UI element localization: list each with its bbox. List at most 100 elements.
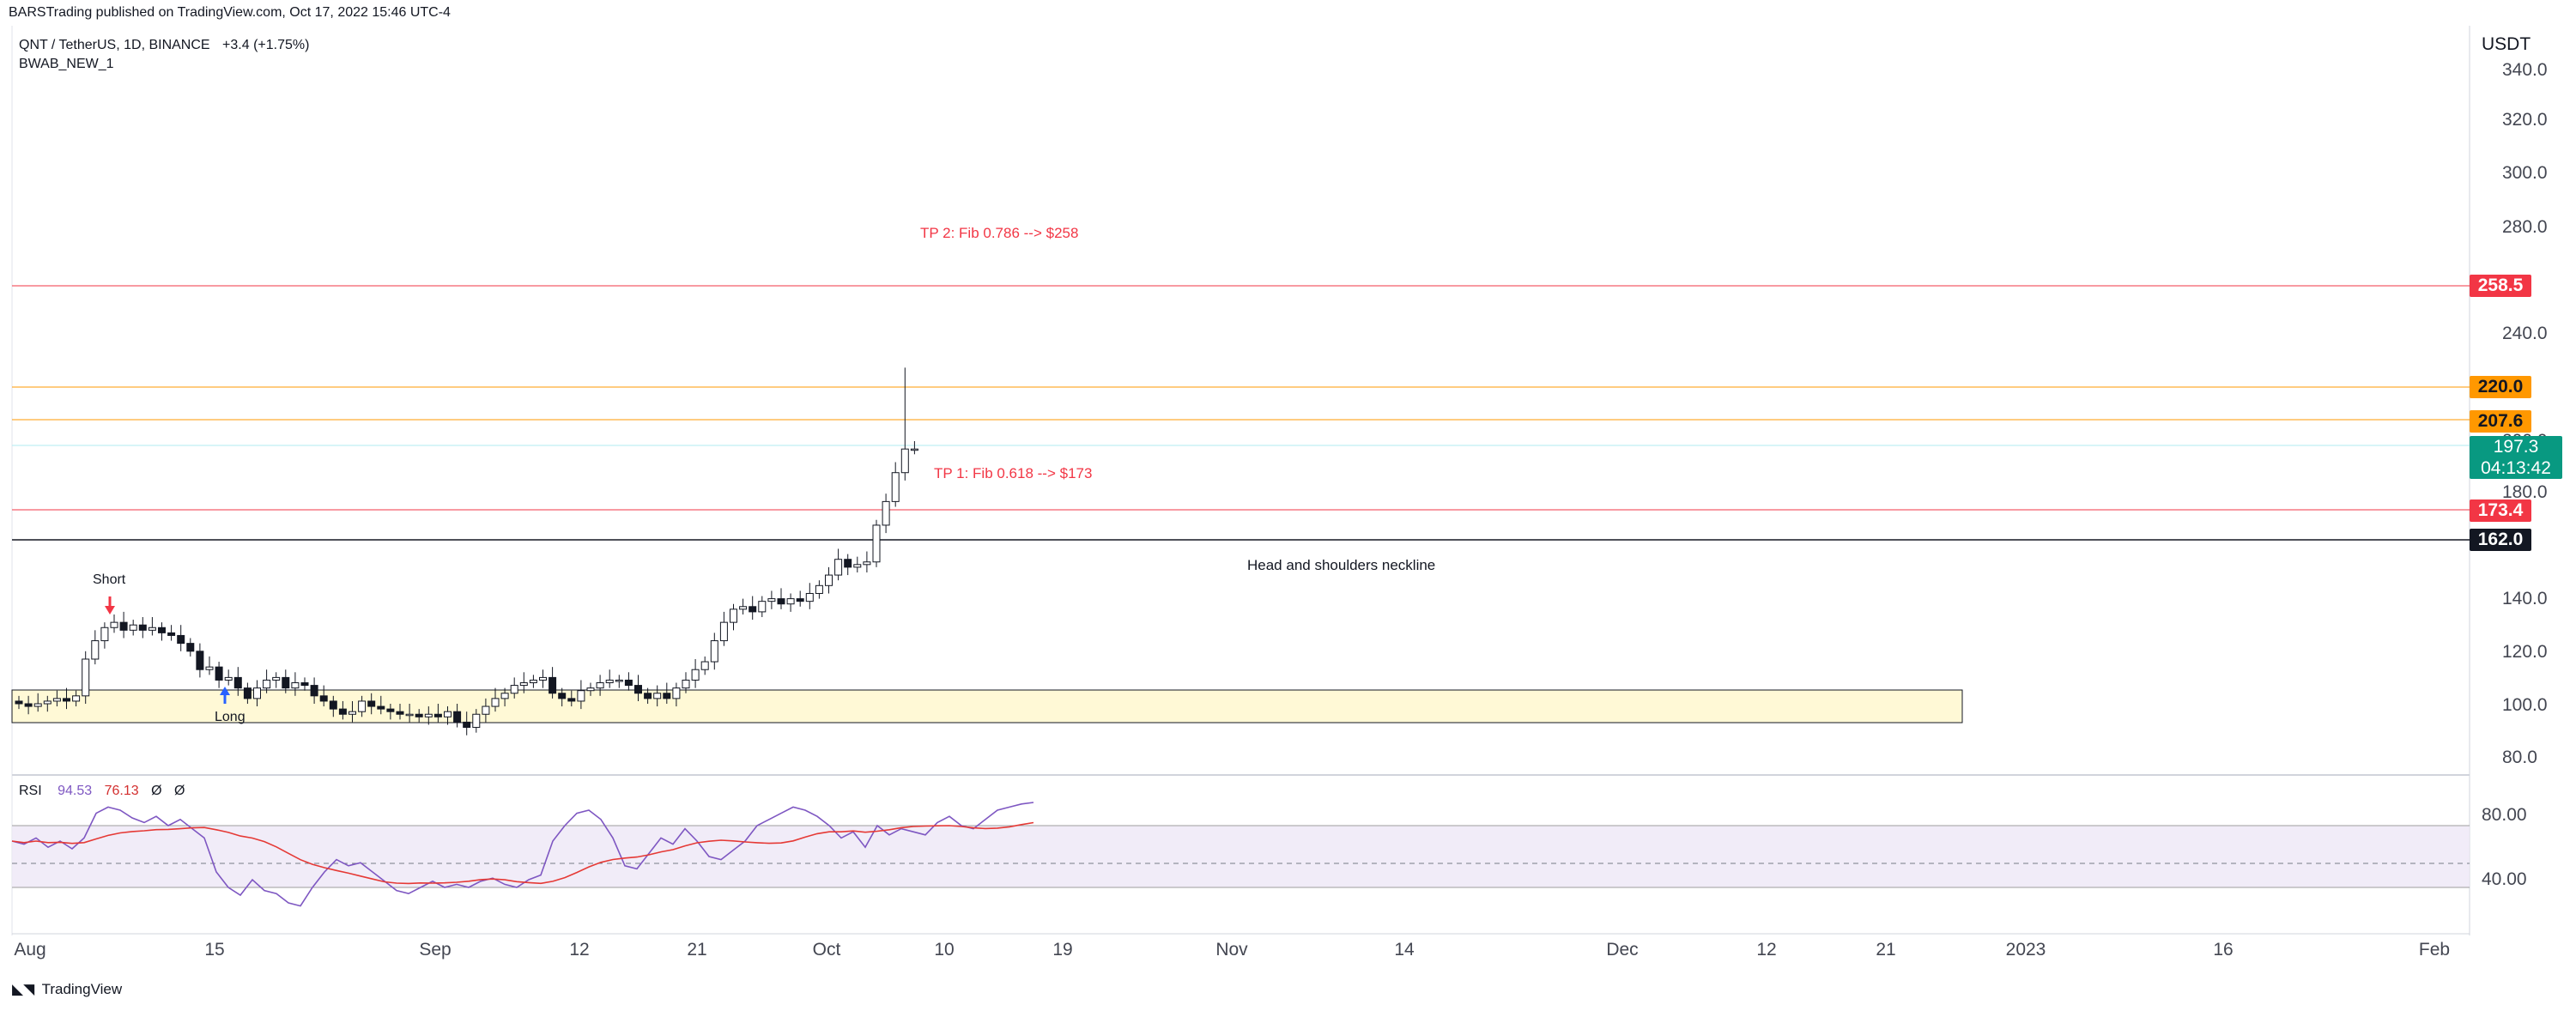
- candle-body: [82, 658, 90, 697]
- price-tick: 280.0: [2502, 217, 2548, 237]
- rsi-legend[interactable]: RSI 94.53 76.13 Ø Ø: [19, 784, 185, 799]
- candle-body: [291, 682, 300, 689]
- tradingview-logo-icon: ◣◥: [12, 981, 35, 997]
- publish-info: BARSTrading published on TradingView.com…: [9, 5, 451, 20]
- candlestick-series: [15, 367, 918, 736]
- candle-body: [263, 679, 271, 689]
- candle-body: [615, 679, 623, 682]
- candle-body: [63, 698, 70, 702]
- rsi-ma-value: 76.13: [104, 784, 139, 798]
- candle-body: [300, 682, 309, 687]
- candle-body: [186, 643, 195, 652]
- candle-body: [15, 700, 23, 705]
- candle-body: [367, 700, 376, 707]
- current-price: 197.3: [2493, 437, 2539, 457]
- rsi-extra-value: Ø: [174, 784, 185, 798]
- symbol-name[interactable]: QNT / TetherUS, 1D, BINANCE: [19, 38, 210, 52]
- candle-body: [196, 651, 204, 670]
- candle-body: [349, 711, 356, 715]
- tp1-annotation[interactable]: TP 1: Fib 0.618 --> $173: [934, 465, 1093, 481]
- time-tick: 14: [1394, 940, 1415, 960]
- candle-body: [691, 669, 700, 681]
- candle-body: [72, 695, 81, 702]
- symbol-info[interactable]: QNT / TetherUS, 1D, BINANCE +3.4 (+1.75%…: [19, 38, 309, 53]
- resistance-220-tag[interactable]: 220.0: [2470, 376, 2531, 398]
- candle-body: [834, 559, 843, 576]
- time-tick: 2023: [2005, 940, 2046, 960]
- candle-body: [158, 627, 166, 633]
- candle-body: [415, 713, 423, 717]
- candle-body: [586, 687, 595, 692]
- price-tick: 300.0: [2502, 163, 2548, 183]
- time-tick: Oct: [812, 940, 841, 960]
- candle-body: [424, 713, 433, 717]
- candle-body: [796, 598, 804, 602]
- candle-body: [825, 574, 833, 586]
- current-price-tag[interactable]: 197.3 04:13:42: [2470, 436, 2562, 479]
- indicator-name[interactable]: BWAB_NEW_1: [19, 57, 114, 71]
- candle-body: [272, 676, 281, 681]
- candle-body: [253, 687, 261, 699]
- candle-body: [500, 693, 509, 699]
- rsi-extra-value: Ø: [151, 784, 162, 798]
- candle-body: [767, 598, 776, 602]
- candle-body: [463, 721, 471, 729]
- candle-body: [377, 705, 385, 710]
- time-tick: 12: [569, 940, 590, 960]
- candle-body: [233, 676, 242, 689]
- candle-body: [91, 640, 100, 660]
- price-tick: 100.0: [2502, 695, 2548, 715]
- candle-body: [405, 713, 414, 717]
- candle-body: [663, 693, 671, 699]
- rsi-tick: 40.00: [2482, 869, 2527, 889]
- candle-body: [805, 592, 814, 602]
- candle-body: [110, 621, 118, 628]
- candle-body: [634, 685, 642, 694]
- candle-body: [891, 472, 900, 502]
- candle-body: [719, 621, 728, 642]
- candle-body: [758, 601, 767, 613]
- candle-body: [605, 679, 614, 684]
- candle-body: [567, 698, 576, 702]
- candle-body: [338, 708, 347, 715]
- time-tick: 12: [1756, 940, 1777, 960]
- rsi-ma-line: [11, 821, 1034, 885]
- candle-body: [215, 666, 223, 681]
- tp2-price-tag[interactable]: 258.5: [2470, 275, 2531, 297]
- price-tick: 180.0: [2502, 482, 2548, 502]
- support-zone: [11, 689, 1963, 723]
- candle-body: [310, 685, 318, 697]
- candle-body: [624, 679, 633, 687]
- brand-text: TradingView: [41, 981, 123, 997]
- candle-body: [730, 608, 737, 623]
- price-tick: 340.0: [2502, 60, 2548, 80]
- candle-body: [24, 703, 33, 707]
- short-arrow-icon: [105, 596, 115, 614]
- short-label: Short: [93, 572, 126, 587]
- candle-body: [358, 700, 367, 712]
- candle-body: [386, 708, 395, 712]
- candle-body: [682, 679, 690, 689]
- candle-body: [129, 624, 137, 631]
- candle-body: [282, 676, 290, 689]
- long-arrow-icon: [220, 687, 230, 704]
- neckline-annotation[interactable]: Head and shoulders neckline: [1247, 557, 1436, 573]
- candle-body: [510, 685, 518, 694]
- candle-body: [52, 698, 61, 702]
- candle-body: [148, 627, 156, 631]
- price-tick: 320.0: [2502, 110, 2548, 130]
- candle-body: [710, 640, 718, 663]
- tp2-annotation[interactable]: TP 2: Fib 0.786 --> $258: [920, 225, 1079, 241]
- tp1-price-tag[interactable]: 173.4: [2470, 499, 2531, 522]
- candle-body: [205, 666, 214, 670]
- neckline-price-tag[interactable]: 162.0: [2470, 529, 2531, 551]
- resistance-207-tag[interactable]: 207.6: [2470, 410, 2531, 433]
- time-tick: 21: [1876, 940, 1896, 960]
- candle-body: [119, 621, 128, 631]
- candle-body: [491, 698, 500, 707]
- price-tick: 120.0: [2502, 642, 2548, 662]
- candle-body: [900, 448, 909, 474]
- tradingview-brand[interactable]: ◣◥ TradingView: [12, 981, 122, 998]
- candle-body: [177, 634, 185, 645]
